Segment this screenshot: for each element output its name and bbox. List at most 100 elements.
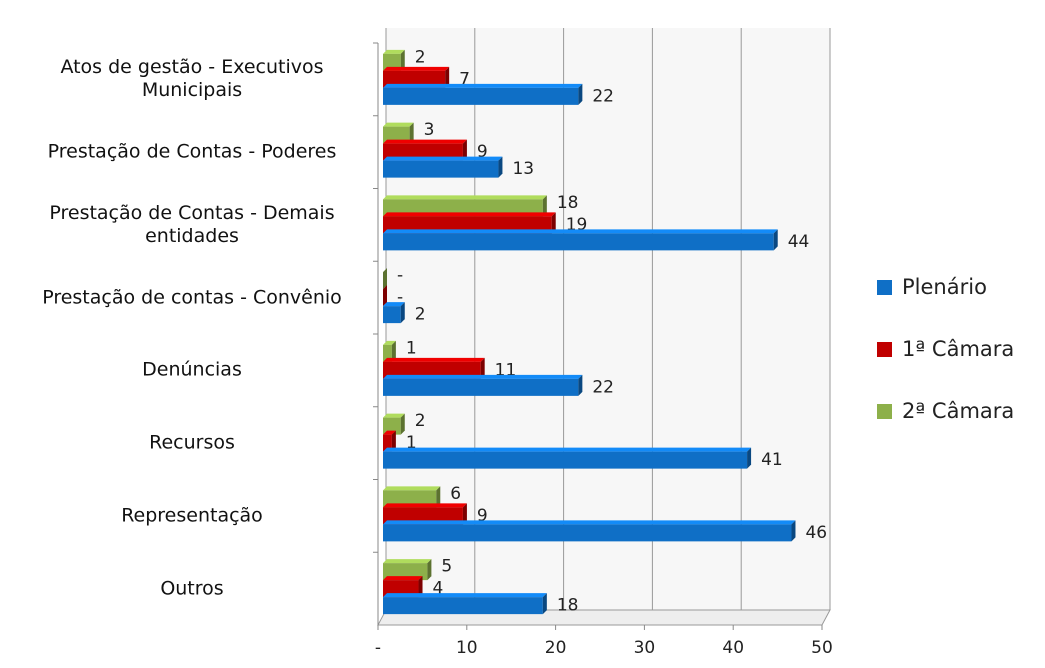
bar-top — [383, 447, 752, 452]
bar — [383, 563, 428, 581]
value-label: 2 — [415, 47, 426, 67]
value-label: 18 — [557, 193, 579, 213]
bar — [383, 417, 401, 435]
bar-top — [383, 66, 450, 71]
bar-side — [542, 593, 547, 615]
value-label: - — [397, 288, 403, 308]
bar — [383, 344, 392, 362]
y-tick-label: Representação — [121, 504, 263, 527]
bar-top — [383, 559, 432, 564]
bar — [383, 199, 543, 217]
bar — [383, 451, 748, 469]
legend-swatch — [877, 280, 892, 295]
value-label: 44 — [788, 232, 810, 252]
bar-top — [383, 520, 796, 525]
value-label: 46 — [805, 523, 827, 543]
bar-side — [391, 430, 396, 452]
legend-label: Plenário — [902, 275, 987, 299]
bar — [383, 434, 392, 452]
bar-side — [383, 285, 387, 307]
x-tick-label: - — [375, 638, 381, 658]
value-label: 9 — [477, 506, 488, 526]
bar — [383, 216, 552, 234]
value-label: 7 — [459, 69, 470, 89]
bar — [383, 160, 499, 178]
bar-side — [418, 576, 423, 598]
bar-top — [383, 212, 556, 217]
bar-top — [383, 340, 396, 345]
bar — [383, 524, 792, 542]
value-label: 6 — [450, 484, 461, 504]
bar — [383, 233, 774, 251]
x-tick-label: 50 — [811, 638, 833, 658]
bar-side — [400, 49, 405, 71]
bar-side — [551, 212, 556, 234]
bar-side — [409, 122, 414, 144]
bar — [383, 70, 446, 88]
bar-top — [383, 83, 583, 88]
bar-side — [445, 66, 450, 88]
bar — [383, 490, 437, 508]
bar-top — [383, 593, 547, 598]
bar-top — [383, 302, 405, 307]
bar — [383, 597, 543, 615]
value-label: 1 — [406, 338, 417, 358]
value-label: 2 — [415, 305, 426, 325]
value-label: 2 — [415, 411, 426, 431]
bar-top — [383, 49, 405, 54]
bar-side — [462, 503, 467, 525]
value-label: 13 — [512, 159, 534, 179]
bar-top — [383, 139, 467, 144]
value-label: 18 — [557, 596, 579, 616]
bar-side — [773, 229, 778, 251]
bar-top — [383, 229, 778, 234]
bar-side — [427, 559, 432, 581]
y-tick-label: Prestação de Contas - Poderes — [47, 140, 337, 163]
value-label: 4 — [433, 579, 444, 599]
value-label: 41 — [761, 450, 783, 470]
bar-side — [578, 374, 583, 396]
legend-label: 2ª Câmara — [902, 399, 1014, 423]
bar-side — [542, 195, 547, 217]
bar-side — [578, 83, 583, 105]
bar-side — [747, 447, 752, 469]
y-tick-label: Prestação de contas - Convênio — [42, 286, 342, 309]
bar — [383, 126, 410, 144]
value-label: 22 — [592, 86, 614, 106]
bar-side — [400, 302, 405, 324]
bar-top — [383, 576, 423, 581]
value-label: 1 — [406, 433, 417, 453]
legend-swatch — [877, 404, 892, 419]
bar-top — [383, 195, 547, 200]
bar-top — [383, 357, 485, 362]
bar — [383, 53, 401, 71]
value-label: 5 — [441, 557, 452, 577]
bar-top — [383, 156, 503, 161]
bar-side — [383, 268, 387, 290]
legend-label: 1ª Câmara — [902, 337, 1014, 361]
bar-top — [383, 430, 396, 435]
bar — [383, 378, 579, 396]
bar — [383, 87, 579, 105]
bar-top — [383, 486, 441, 491]
bar — [383, 580, 419, 598]
bar-side — [462, 139, 467, 161]
y-tick-label: Outros — [160, 577, 224, 600]
legend-swatch — [877, 342, 892, 357]
bar-top — [383, 503, 467, 508]
y-tick-label: Prestação de Contas - Demais entidades — [49, 201, 335, 247]
x-tick-label: 30 — [634, 638, 656, 658]
value-label: 22 — [592, 377, 614, 397]
bar-side — [480, 357, 485, 379]
y-tick-label: Atos de gestão - Executivos Municipais — [60, 56, 324, 102]
bar-side — [436, 486, 441, 508]
value-label: 3 — [424, 120, 435, 140]
bar-top — [383, 374, 583, 379]
bar-side — [400, 413, 405, 435]
bar — [383, 507, 463, 525]
bar-side — [791, 520, 796, 542]
bar — [383, 306, 401, 324]
bar — [383, 143, 463, 161]
